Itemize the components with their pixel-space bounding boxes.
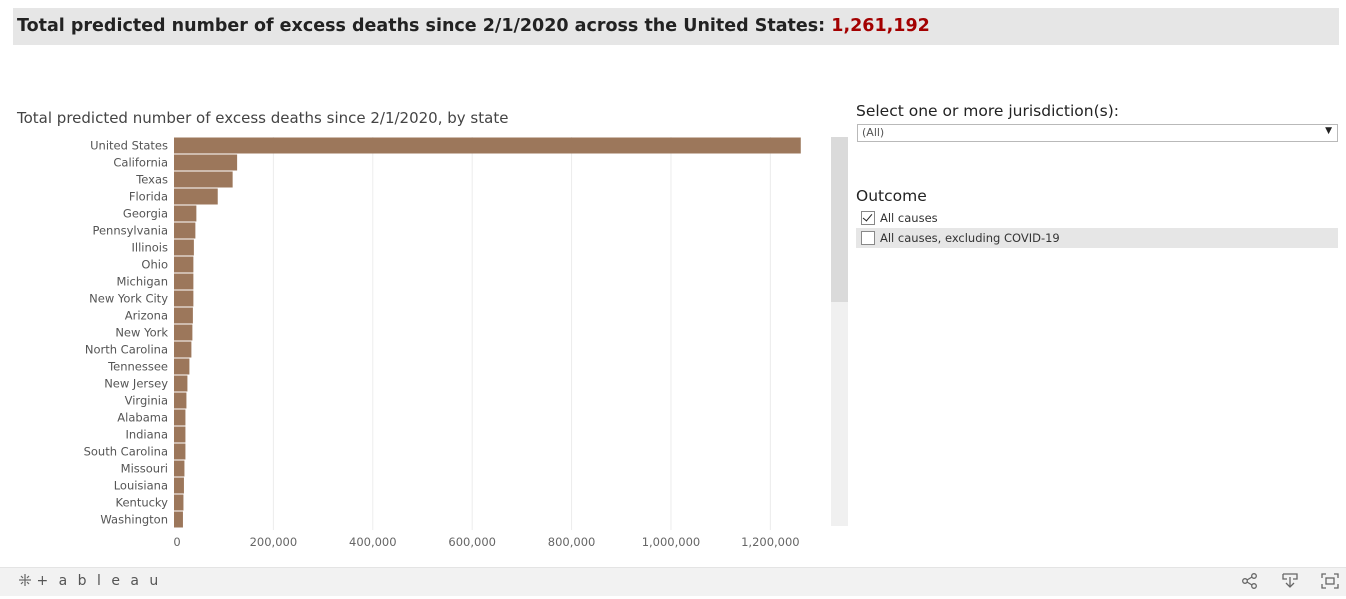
- outcome-option-all-causes[interactable]: All causes: [856, 208, 1338, 228]
- bar[interactable]: [174, 409, 186, 426]
- category-label: Ohio: [141, 258, 168, 272]
- x-tick-label: 400,000: [349, 535, 397, 549]
- category-label: Alabama: [117, 411, 168, 425]
- x-tick-label: 1,000,000: [642, 535, 701, 549]
- category-label: Georgia: [123, 207, 168, 221]
- category-label: South Carolina: [84, 445, 168, 459]
- summary-text: Total predicted number of excess deaths …: [17, 16, 930, 36]
- x-tick-label: 0: [173, 535, 180, 549]
- x-tick-label: 200,000: [250, 535, 298, 549]
- summary-title: Total predicted number of excess deaths …: [17, 16, 826, 36]
- category-label: Illinois: [132, 241, 169, 255]
- option-label: All causes, excluding COVID-19: [880, 231, 1060, 245]
- checkbox[interactable]: [861, 231, 875, 245]
- summary-value: 1,261,192: [831, 16, 930, 36]
- bar[interactable]: [174, 205, 197, 222]
- bar[interactable]: [174, 477, 184, 494]
- category-label: North Carolina: [85, 343, 168, 357]
- download-icon[interactable]: [1280, 572, 1300, 590]
- chart-scrollbar[interactable]: [831, 137, 848, 526]
- category-label: Florida: [129, 190, 168, 204]
- footer-toolbar: + a b l e a u: [0, 567, 1346, 596]
- outcome-option-excluding-covid[interactable]: All causes, excluding COVID-19: [856, 228, 1338, 248]
- category-label: Kentucky: [115, 496, 168, 510]
- bar[interactable]: [174, 273, 194, 290]
- bar[interactable]: [174, 460, 185, 477]
- bar[interactable]: [174, 358, 190, 375]
- bar[interactable]: [174, 137, 801, 154]
- option-label: All causes: [880, 211, 938, 225]
- category-label: Virginia: [125, 394, 168, 408]
- x-tick-label: 800,000: [548, 535, 596, 549]
- category-label: California: [113, 156, 168, 170]
- jurisdiction-dropdown[interactable]: (All) ▼: [857, 124, 1338, 142]
- bar[interactable]: [174, 426, 186, 443]
- chart-title: Total predicted number of excess deaths …: [17, 109, 509, 127]
- x-tick-label: 1,200,000: [741, 535, 800, 549]
- bar[interactable]: [174, 307, 193, 324]
- bar[interactable]: [174, 154, 238, 171]
- category-label: United States: [90, 139, 168, 153]
- bar[interactable]: [174, 341, 192, 358]
- fullscreen-icon[interactable]: [1320, 572, 1340, 590]
- category-label: New York City: [89, 292, 168, 306]
- jurisdiction-filter-label: Select one or more jurisdiction(s):: [856, 102, 1120, 120]
- scrollbar-thumb[interactable]: [831, 137, 848, 302]
- bar-chart[interactable]: United States California Texas Florida Georg…: [0, 130, 830, 555]
- bar[interactable]: [174, 375, 188, 392]
- category-label: Louisiana: [114, 479, 168, 493]
- category-label: New York: [115, 326, 168, 340]
- dropdown-value: (All): [862, 126, 885, 139]
- bar[interactable]: [174, 290, 194, 307]
- bar[interactable]: [174, 188, 218, 205]
- bar[interactable]: [174, 222, 196, 239]
- tableau-cross-icon: [19, 574, 31, 586]
- category-label: Arizona: [125, 309, 168, 323]
- share-icon[interactable]: [1240, 572, 1260, 590]
- bar[interactable]: [174, 239, 194, 256]
- outcome-filter-label: Outcome: [856, 187, 927, 205]
- category-label: Tennessee: [107, 360, 168, 374]
- checkbox[interactable]: [861, 211, 875, 225]
- category-label: Michigan: [116, 275, 168, 289]
- bar[interactable]: [174, 171, 233, 188]
- bar[interactable]: [174, 511, 183, 528]
- category-label: Texas: [135, 173, 168, 187]
- x-tick-label: 600,000: [448, 535, 496, 549]
- tableau-logo[interactable]: + a b l e a u: [18, 573, 161, 589]
- tableau-wordmark: + a b l e a u: [36, 573, 162, 589]
- summary-banner: Total predicted number of excess deaths …: [13, 8, 1339, 45]
- bar[interactable]: [174, 392, 187, 409]
- category-label: New Jersey: [104, 377, 168, 391]
- category-label: Indiana: [125, 428, 168, 442]
- category-label: Missouri: [121, 462, 168, 476]
- chevron-down-icon[interactable]: ▼: [1325, 126, 1332, 136]
- bar[interactable]: [174, 256, 194, 273]
- category-label: Washington: [100, 513, 168, 527]
- bar[interactable]: [174, 494, 184, 511]
- bar[interactable]: [174, 324, 193, 341]
- bar[interactable]: [174, 443, 186, 460]
- category-label: Pennsylvania: [92, 224, 168, 238]
